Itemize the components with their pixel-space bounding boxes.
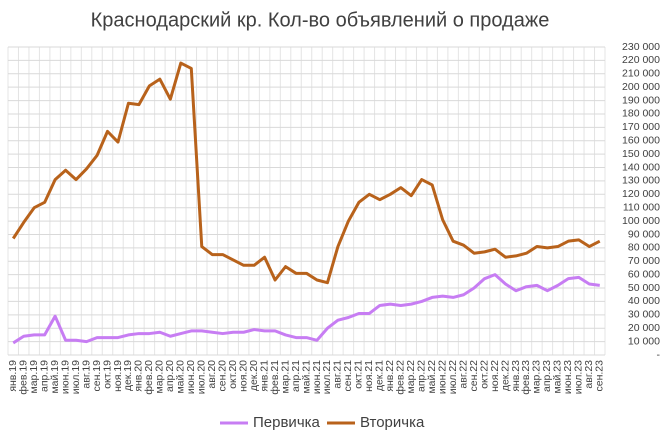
x-tick-label: фев.22 (395, 360, 407, 395)
x-tick-label: июл.22 (447, 360, 459, 394)
x-tick-label: авг.23 (583, 360, 595, 389)
x-tick-label: окт.20 (227, 360, 239, 389)
x-tick-label: янв.22 (384, 360, 396, 392)
x-tick-label: июл.21 (321, 360, 333, 394)
x-tick-label: мар.23 (531, 360, 543, 394)
y-tick-label: 210 000 (622, 68, 660, 80)
series-line (11, 61, 601, 285)
y-tick-label: 60 000 (628, 268, 660, 280)
x-tick-label: янв.23 (510, 360, 522, 392)
x-tick-label: июл.19 (70, 360, 82, 394)
x-tick-label: авг.19 (80, 360, 92, 389)
x-tick-label: дек.22 (499, 360, 511, 391)
x-tick-label: ноя.19 (112, 360, 124, 392)
y-tick-label: 10 000 (628, 335, 660, 347)
x-tick-label: ноя.21 (363, 360, 375, 392)
x-tick-label: фев.21 (269, 360, 281, 395)
x-tick-label: мар.22 (405, 360, 417, 394)
series-line (12, 273, 600, 345)
x-tick-label: авг.20 (206, 360, 218, 389)
x-tick-label: мар.20 (154, 360, 166, 394)
y-tick-label: 120 000 (622, 188, 660, 200)
x-tick-label: май.23 (552, 360, 564, 394)
x-tick-label: май.19 (49, 360, 61, 394)
x-tick-label: дек.20 (248, 360, 260, 391)
y-tick-label: 230 000 (622, 41, 660, 53)
x-tick-label: апр.23 (541, 360, 553, 392)
x-tick-label: янв.21 (258, 360, 270, 392)
x-tick-label: май.22 (426, 360, 438, 394)
y-tick-label: 40 000 (628, 295, 660, 307)
y-tick-label: 180 000 (622, 108, 660, 120)
x-tick-label: сен.21 (342, 360, 354, 392)
y-tick-label: - (657, 349, 661, 361)
chart-title: Краснодарский кр. Кол-во объявлений о пр… (91, 9, 550, 31)
y-tick-label: 100 000 (622, 215, 660, 227)
x-tick-label: июн.20 (185, 360, 197, 394)
x-tick-label: апр.20 (164, 360, 176, 392)
x-tick-label: авг.21 (332, 360, 344, 389)
y-tick-label: 220 000 (622, 54, 660, 66)
y-tick-label: 190 000 (622, 94, 660, 106)
x-tick-label: янв.19 (7, 360, 19, 392)
x-tick-label: фев.20 (143, 360, 155, 395)
x-tick-label: июл.23 (573, 360, 585, 394)
x-tick-label: янв.20 (133, 360, 145, 392)
x-tick-label: окт.19 (101, 360, 113, 389)
x-tick-label: июн.21 (311, 360, 323, 394)
y-tick-label: 90 000 (628, 228, 660, 240)
x-tick-label: май.20 (175, 360, 187, 394)
y-tick-label: 70 000 (628, 255, 660, 267)
x-tick-label: апр.19 (38, 360, 50, 392)
x-tick-label: июн.19 (59, 360, 71, 394)
y-tick-label: 200 000 (622, 81, 660, 93)
legend-label: Вторичка (360, 414, 425, 431)
x-tick-label: фев.19 (17, 360, 29, 395)
x-tick-label: ноя.20 (237, 360, 249, 392)
x-tick-label: июн.22 (436, 360, 448, 394)
x-tick-label: окт.22 (478, 360, 490, 389)
x-tick-label: сен.19 (91, 360, 103, 392)
x-tick-label: дек.21 (374, 360, 386, 391)
y-tick-label: 80 000 (628, 242, 660, 254)
y-tick-label: 140 000 (622, 161, 660, 173)
x-tick-label: апр.21 (290, 360, 302, 392)
x-tick-label: мар.21 (279, 360, 291, 394)
x-tick-label: окт.21 (353, 360, 365, 389)
x-tick-label: мар.19 (28, 360, 40, 394)
x-tick-label: сен.22 (468, 360, 480, 392)
y-tick-label: 50 000 (628, 282, 660, 294)
y-tick-label: 150 000 (622, 148, 660, 160)
x-tick-label: апр.22 (415, 360, 427, 392)
x-tick-label: ноя.22 (489, 360, 501, 392)
x-tick-label: авг.22 (457, 360, 469, 389)
legend-label: Первичка (253, 414, 321, 431)
x-tick-label: июл.20 (196, 360, 208, 394)
x-tick-label: дек.19 (122, 360, 134, 391)
y-tick-label: 130 000 (622, 175, 660, 187)
x-tick-label: май.21 (300, 360, 312, 394)
y-tick-label: 30 000 (628, 309, 660, 321)
y-tick-label: 20 000 (628, 322, 660, 334)
x-tick-label: фев.23 (520, 360, 532, 395)
y-tick-label: 170 000 (622, 121, 660, 133)
y-tick-label: 110 000 (623, 201, 660, 213)
y-tick-label: 160 000 (622, 135, 660, 147)
x-tick-label: сен.23 (594, 360, 606, 392)
x-tick-label: сен.20 (216, 360, 228, 392)
x-tick-label: июн.23 (562, 360, 574, 394)
